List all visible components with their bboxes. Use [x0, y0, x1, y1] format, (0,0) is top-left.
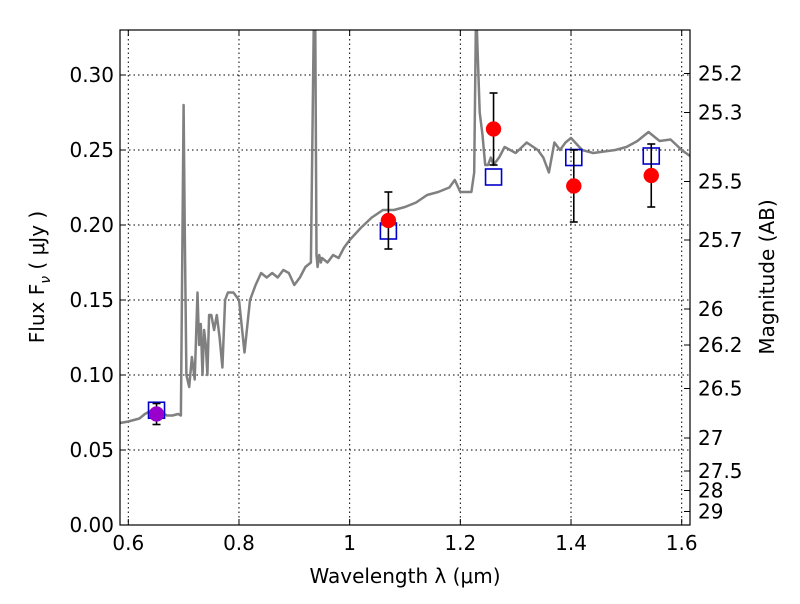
x-axis: 0.6 0.8 1 1.2 1.4 1.6: [112, 30, 698, 555]
observed-flux-point: [566, 178, 582, 194]
y-axis-title-unit: ( μJy ): [25, 211, 49, 276]
y2-axis-title: Magnitude (AB): [755, 199, 779, 354]
y-tick-label: 0.30: [69, 63, 114, 87]
y-tick-label: 0.10: [69, 363, 114, 387]
y2-tick-label: 27.5: [698, 459, 743, 483]
y-axis-title-main: Flux F: [25, 284, 49, 343]
x-tick-label: 1: [343, 531, 356, 555]
x-tick-label: 0.6: [112, 531, 144, 555]
y2-tick-label: 25.7: [698, 228, 743, 252]
y2-tick-label: 25.5: [698, 170, 743, 194]
y-tick-label: 0.15: [69, 288, 114, 312]
observed-flux-point: [643, 167, 660, 184]
x-tick-label: 1.4: [555, 531, 587, 555]
plot-frame: [119, 29, 691, 526]
observed-flux-point: [380, 212, 397, 229]
y2-tick-label: 25.3: [698, 101, 743, 125]
y-tick-label: 0.05: [69, 438, 114, 462]
x-tick-label: 0.8: [223, 531, 255, 555]
y-axis-title: Flux Fν ( μJy ): [25, 211, 54, 343]
x-tick-label: 1.6: [666, 531, 698, 555]
y2-tick-label: 26.2: [698, 333, 743, 357]
y2-tick-label: 28: [698, 479, 723, 503]
y2-tick-label: 29: [698, 500, 723, 524]
x-tick-label: 1.2: [444, 531, 476, 555]
y2-tick-label: 25.2: [698, 62, 743, 86]
y-tick-label: 0.20: [69, 213, 114, 237]
y-axis-title-sub: ν: [38, 276, 54, 284]
observed-flux-point: [148, 406, 165, 422]
model-spectrum-line: [120, 30, 690, 425]
x-axis-title: Wavelength λ (μm): [309, 564, 500, 588]
y2-tick-label: 26: [698, 297, 723, 321]
plot-marks: [120, 30, 690, 426]
model-flux-square: [484, 168, 503, 186]
grid-lines: [120, 30, 690, 526]
observed-flux-point: [485, 121, 502, 137]
y2-tick-label: 26.5: [698, 377, 743, 401]
y-tick-label: 0.25: [69, 138, 114, 162]
y-tick-label: 0.00: [69, 513, 114, 537]
y-axis: 0.00 0.05 0.10 0.15 0.20 0.25 0.30: [69, 63, 126, 537]
y2-tick-label: 27: [698, 426, 723, 450]
